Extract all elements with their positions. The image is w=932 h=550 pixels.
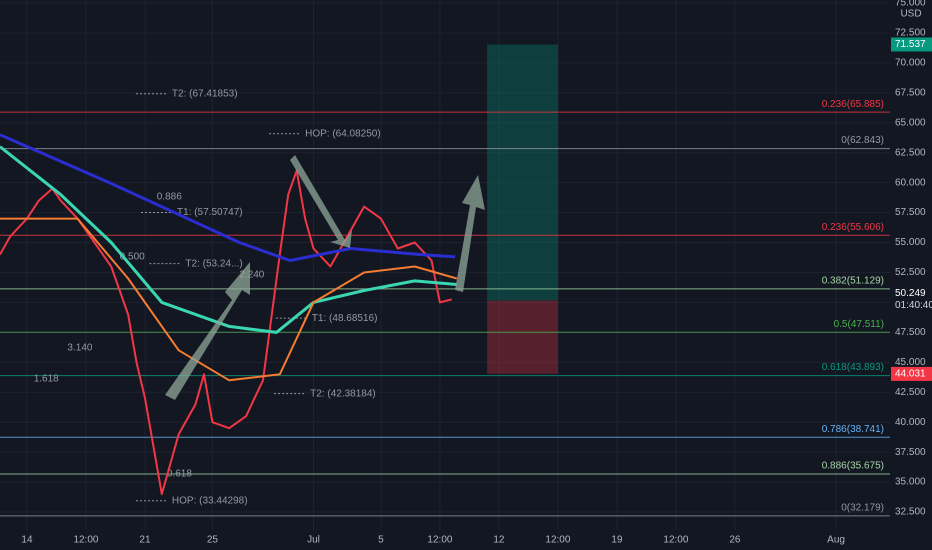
x-tick-label: 14 — [21, 535, 33, 546]
x-tick-label: 19 — [611, 535, 623, 546]
target-zone — [487, 44, 558, 301]
annotation: 3.140 — [67, 343, 92, 354]
annotation: T2: (42.38184) — [310, 388, 376, 399]
x-tick-label: 5 — [378, 535, 384, 546]
y-tick-label: 42.500 — [895, 387, 926, 398]
annotation: 0.618 — [167, 468, 192, 479]
series-line — [0, 133, 456, 262]
fib-label: 0.236(65.885) — [822, 99, 884, 110]
y-tick-label: 70.000 — [895, 58, 926, 69]
arrow — [165, 262, 250, 400]
fib-label: 0.236(55.606) — [822, 222, 884, 233]
target-price-tag-bg — [891, 37, 932, 52]
series-line — [0, 145, 457, 334]
series-line — [0, 217, 458, 382]
annotation: 0.500 — [120, 252, 145, 263]
stop-price-tag-bg — [891, 366, 932, 381]
drawings — [165, 155, 485, 400]
y-tick-label: 62.500 — [895, 147, 926, 158]
annotation: T1: (57.50747) — [177, 207, 243, 218]
y-tick-label: 55.000 — [895, 237, 926, 248]
arrow — [290, 155, 352, 248]
stop-zone — [487, 300, 558, 374]
annotation: HOP: (33.44298) — [172, 495, 248, 506]
y-tick-label: 35.000 — [895, 477, 926, 488]
x-tick-label: 12 — [493, 535, 505, 546]
annotation: T2: (67.41853) — [172, 88, 238, 99]
annotation: HOP: (64.08250) — [305, 128, 381, 139]
y-tick-label: 52.500 — [895, 267, 926, 278]
y-tick-label: 75.000 — [895, 0, 926, 9]
y-tick-label: 47.500 — [895, 327, 926, 338]
y-tick-label: 60.000 — [895, 177, 926, 188]
stop-price-tag: 44.031 — [895, 369, 926, 380]
annotation: T2: (53.24...) — [185, 258, 242, 269]
x-tick-label: 12:00 — [73, 535, 98, 546]
arrow — [455, 175, 485, 292]
unit-label: USD — [900, 9, 921, 20]
grid — [0, 0, 890, 530]
fib-label: 0.886(35.675) — [822, 461, 884, 472]
annotation: 1.618 — [34, 374, 59, 385]
x-tick-label: 12:00 — [427, 535, 452, 546]
x-tick-label: 25 — [207, 535, 219, 546]
y-tick-label: 40.000 — [895, 417, 926, 428]
plot: 0.236(65.885) 0(62.843) 0.236(55.606) 0.382… — [0, 44, 890, 517]
fib-label: 0(62.843) — [841, 135, 884, 146]
y-tick-label: 45.000 — [895, 357, 926, 368]
fib-label: 0.382(51.129) — [822, 276, 884, 287]
y-tick-label: 67.500 — [895, 87, 926, 98]
x-tick-label: 12:00 — [545, 535, 570, 546]
price-axis — [890, 0, 932, 550]
fib-label: 0.618(43.893) — [822, 362, 884, 373]
annotation: T1: (48.68516) — [312, 313, 378, 324]
axis-labels: 32.500 35.000 37.500 40.000 42.500 45.000 47.5… — [21, 0, 932, 546]
fib-label: 0.5(47.511) — [834, 319, 884, 330]
annotation: 2.240 — [239, 270, 264, 281]
x-tick-label: 26 — [729, 535, 741, 546]
annotation: 0.886 — [157, 192, 182, 203]
last-price-tag-bg — [891, 286, 932, 313]
y-tick-label: 72.500 — [895, 28, 926, 39]
series-line — [0, 169, 452, 496]
fib-label: 0.786(38.741) — [822, 424, 884, 435]
fib-label: 0(32.179) — [841, 503, 884, 514]
y-tick-label: 37.500 — [895, 447, 926, 458]
countdown: 01:40:40 — [895, 300, 932, 311]
y-tick-label: 57.500 — [895, 207, 926, 218]
last-price-tag: 50.249 — [895, 288, 926, 299]
x-tick-label: 21 — [139, 535, 151, 546]
x-tick-label: Jul — [307, 535, 320, 546]
y-tick-label: 65.000 — [895, 117, 926, 128]
x-tick-label: Aug — [827, 535, 845, 546]
y-tick-label: 32.500 — [895, 507, 926, 518]
target-price-tag: 71.537 — [895, 39, 926, 50]
x-tick-label: 12:00 — [663, 535, 688, 546]
